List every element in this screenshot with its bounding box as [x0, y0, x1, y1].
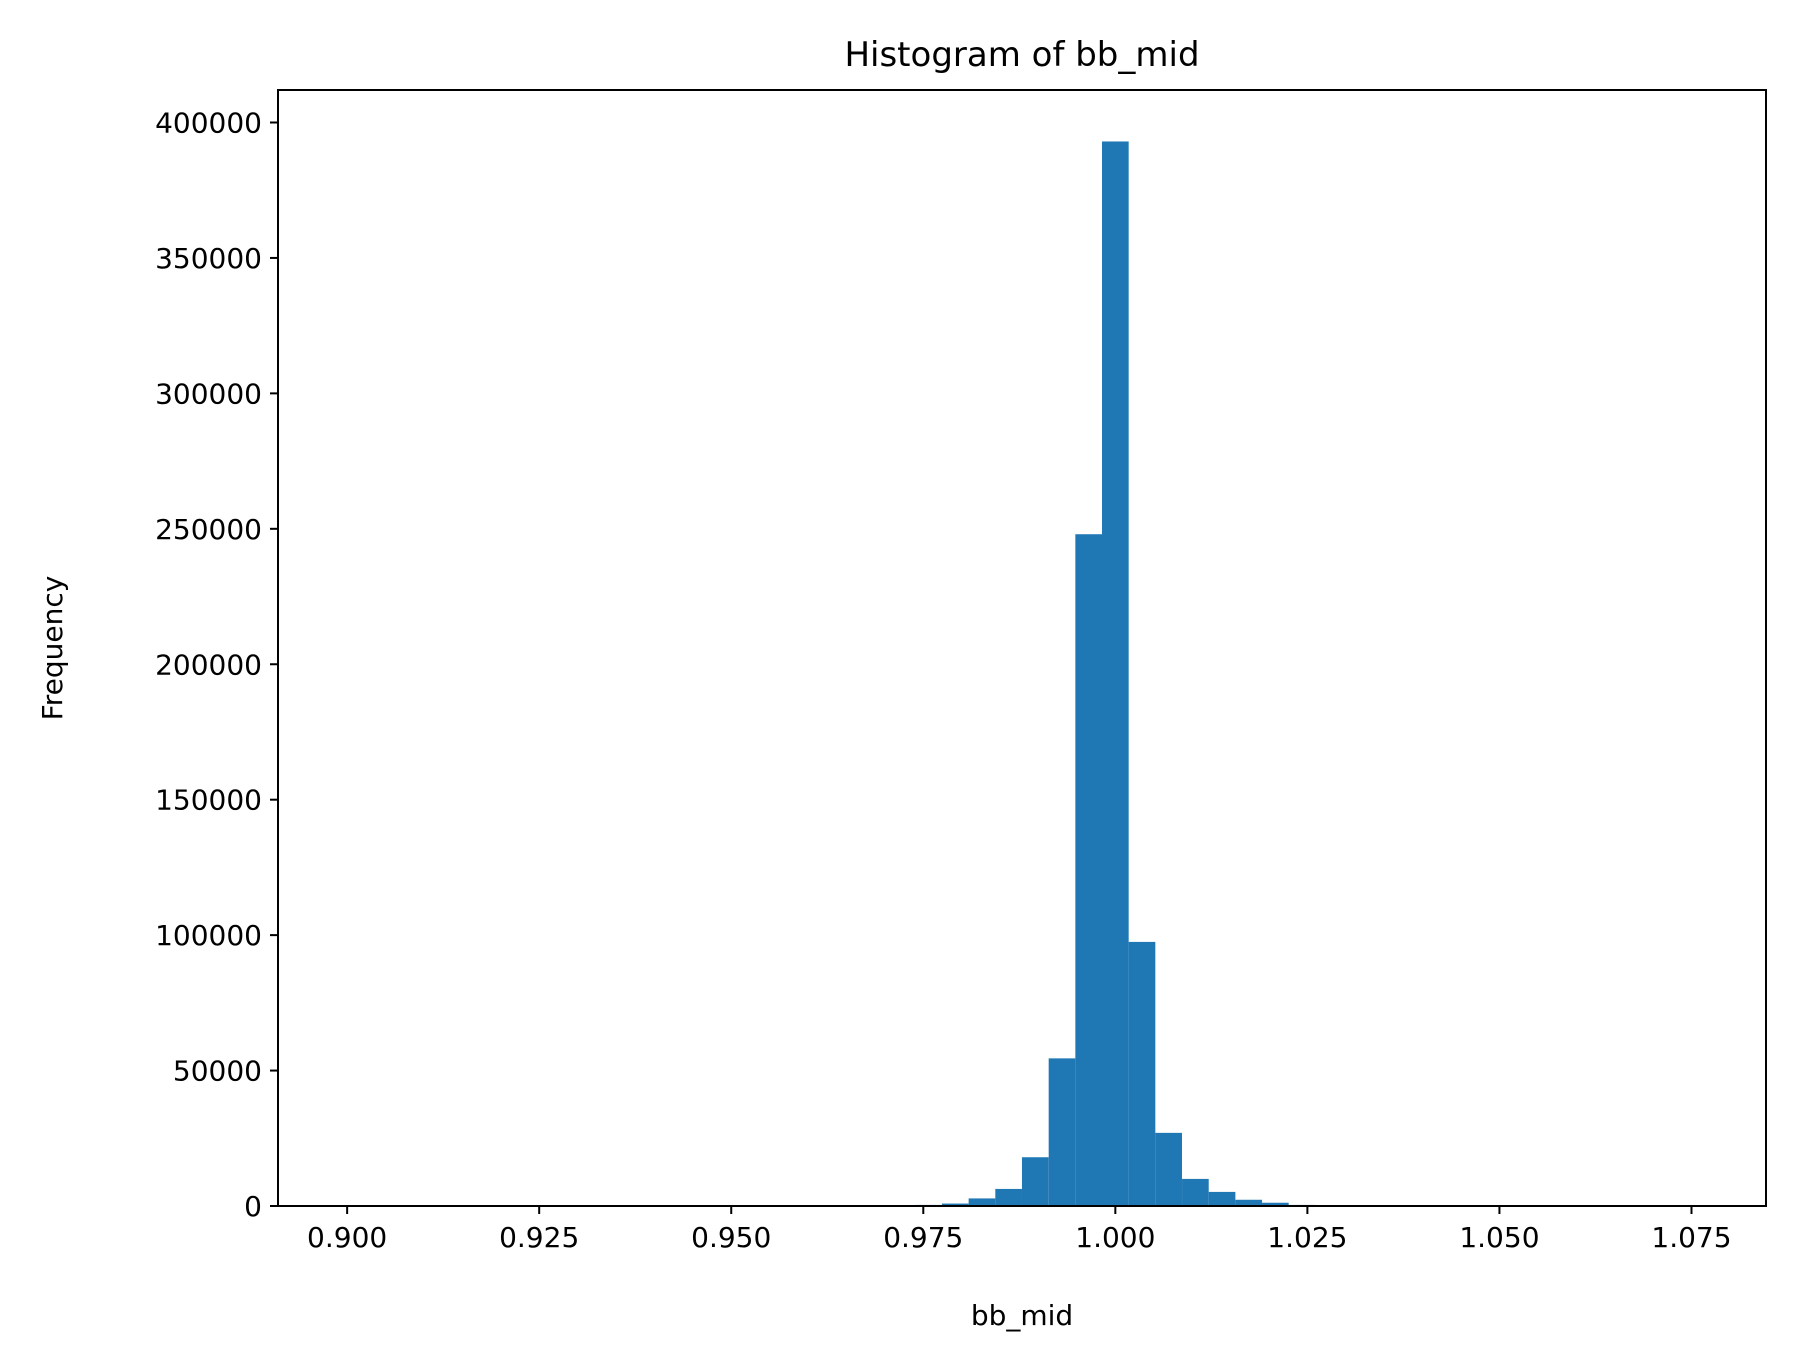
chart-title: Histogram of bb_mid — [844, 35, 1199, 75]
y-tick-label: 50000 — [173, 1055, 262, 1088]
y-axis-label: Frequency — [36, 576, 69, 721]
y-tick-label: 150000 — [155, 784, 262, 817]
x-axis-ticks: 0.900 0.925 0.950 0.975 1.000 1.025 1.050 1.075 — [307, 1206, 1732, 1254]
x-tick-label: 1.075 — [1651, 1221, 1731, 1254]
y-tick-label: 100000 — [155, 919, 262, 952]
bars-group — [915, 141, 1316, 1207]
histogram-bar — [1021, 1157, 1049, 1206]
histogram-bar — [968, 1198, 996, 1206]
histogram-bar — [995, 1188, 1022, 1206]
x-tick-label: 1.000 — [1075, 1221, 1155, 1254]
histogram-bar — [1208, 1191, 1236, 1206]
y-tick-label: 350000 — [155, 242, 262, 275]
y-tick-label: 400000 — [155, 107, 262, 140]
histogram-bar — [1155, 1132, 1182, 1206]
y-tick-label: 200000 — [155, 648, 262, 681]
histogram-bar — [941, 1203, 969, 1206]
x-tick-label: 1.050 — [1459, 1221, 1539, 1254]
y-tick-label: 0 — [244, 1190, 262, 1223]
histogram-bar — [1128, 941, 1156, 1206]
histogram-bar — [1262, 1202, 1289, 1206]
x-tick-label: 1.025 — [1267, 1221, 1347, 1254]
histogram-bar — [1048, 1058, 1076, 1206]
x-tick-label: 0.900 — [307, 1221, 387, 1254]
x-axis-label: bb_mid — [971, 1299, 1073, 1332]
y-tick-label: 300000 — [155, 377, 262, 410]
x-tick-label: 0.925 — [499, 1221, 579, 1254]
y-tick-label: 250000 — [155, 513, 262, 546]
histogram-bar — [1235, 1199, 1263, 1206]
y-axis-ticks: 0 50000 100000 150000 200000 250000 300000 3500… — [155, 107, 278, 1223]
plot-frame — [277, 89, 1767, 1207]
histogram-bar — [1075, 534, 1103, 1206]
x-tick-label: 0.950 — [691, 1221, 771, 1254]
histogram-bar — [1102, 141, 1129, 1207]
x-tick-label: 0.975 — [883, 1221, 963, 1254]
histogram-bar — [1182, 1178, 1209, 1206]
